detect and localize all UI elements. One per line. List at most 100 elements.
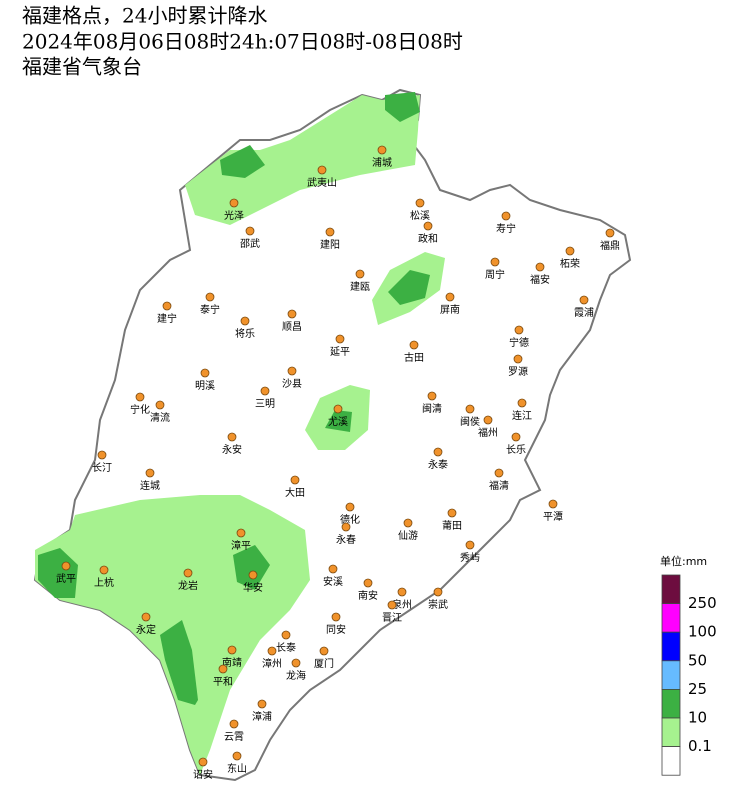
city-dot (155, 400, 165, 410)
city-dot (317, 165, 327, 175)
city-dot (605, 228, 615, 238)
city-dot (345, 502, 355, 512)
legend-swatch (661, 660, 681, 690)
city-label: 闽侯 (460, 415, 480, 428)
city-label: 同安 (326, 623, 346, 636)
city-label: 延平 (330, 346, 350, 358)
city-label: 建阳 (320, 238, 340, 251)
city-dot (445, 292, 455, 302)
city-dot (447, 508, 457, 518)
city-dot (403, 518, 413, 528)
legend-swatch (661, 717, 681, 748)
city-label: 东山 (227, 762, 247, 775)
city-dot (198, 757, 208, 767)
city-dot (183, 568, 193, 578)
city-label: 晋江 (382, 612, 402, 624)
city-dot (141, 612, 151, 622)
city-label: 福清 (489, 479, 509, 492)
city-dot (290, 475, 300, 485)
city-dot (333, 404, 343, 414)
city-dot (291, 658, 301, 668)
legend-swatch (661, 631, 681, 662)
city-dot (229, 719, 239, 729)
city-dot (227, 432, 237, 442)
city-label: 武平 (56, 572, 76, 585)
city-dot (517, 398, 527, 408)
city-dot (205, 292, 215, 302)
city-label: 永定 (136, 623, 156, 636)
rain-area-heavy (160, 620, 198, 705)
legend: 单位:mm 250 100 50 25 10 0.1 (660, 554, 717, 776)
city-label: 漳平 (231, 539, 251, 552)
city-dot (513, 354, 523, 364)
city-dot (514, 325, 524, 335)
city-dot (377, 145, 387, 155)
city-label: 武夷山 (307, 176, 337, 189)
city-dot (97, 450, 107, 460)
city-label: 永安 (222, 443, 242, 456)
rain-area-heavy (38, 548, 78, 598)
city-label: 古田 (404, 351, 424, 364)
city-label: 沙县 (282, 378, 302, 390)
city-dot (579, 295, 589, 305)
city-dot (397, 587, 407, 597)
city-label: 明溪 (195, 380, 215, 392)
city-label: 龙岩 (178, 579, 198, 592)
city-label: 宁化 (130, 403, 150, 416)
city-label: 宁德 (509, 336, 529, 349)
city-dot (409, 340, 419, 350)
city-label: 将乐 (235, 328, 255, 340)
city-dot (200, 368, 210, 378)
city-label: 安溪 (323, 575, 343, 588)
city-label: 连江 (512, 409, 532, 422)
city-label: 福州 (478, 426, 498, 439)
city-dot (162, 301, 172, 311)
city-label: 闽清 (422, 402, 442, 415)
city-dot (287, 366, 297, 376)
city-label: 政和 (418, 232, 438, 245)
legend-swatch (661, 603, 681, 633)
city-dot (287, 309, 297, 319)
city-label: 松溪 (410, 209, 430, 222)
city-label: 清流 (150, 411, 170, 424)
city-label: 南靖 (222, 656, 242, 669)
city-dot (260, 386, 270, 396)
city-label: 霞浦 (574, 306, 594, 319)
rain-area-heavy (388, 270, 430, 305)
legend-label: 250 (688, 594, 717, 612)
legend-label: 25 (688, 680, 707, 698)
city-label: 屏南 (440, 303, 460, 316)
city-dot (240, 316, 250, 326)
city-dot (465, 404, 475, 414)
city-label: 连城 (140, 479, 160, 492)
rain-area-heavy (233, 545, 270, 590)
rain-area-heavy (325, 410, 352, 432)
city-label: 莆田 (442, 519, 462, 532)
city-dot (135, 392, 145, 402)
city-label: 漳浦 (252, 710, 272, 723)
city-dot (145, 468, 155, 478)
city-dot (99, 565, 109, 575)
legend-swatch (661, 574, 681, 605)
city-dot (248, 570, 258, 580)
city-label: 漳州 (262, 657, 282, 670)
city-dot (236, 528, 246, 538)
city-dot (433, 587, 443, 597)
rain-area (185, 95, 420, 225)
rain-area-heavy (385, 92, 420, 122)
city-label: 浦城 (372, 156, 392, 169)
city-dot (387, 600, 397, 610)
city-label: 长泰 (276, 641, 296, 654)
city-dot (565, 246, 575, 256)
legend-label: 10 (688, 709, 707, 727)
city-label: 长汀 (92, 462, 112, 474)
legend-label: 100 (688, 623, 717, 641)
city-dot (341, 522, 351, 532)
city-label: 建瓯 (350, 280, 370, 293)
city-dot (281, 630, 291, 640)
city-dot (335, 334, 345, 344)
province (33, 88, 632, 782)
city-dot (245, 226, 255, 236)
